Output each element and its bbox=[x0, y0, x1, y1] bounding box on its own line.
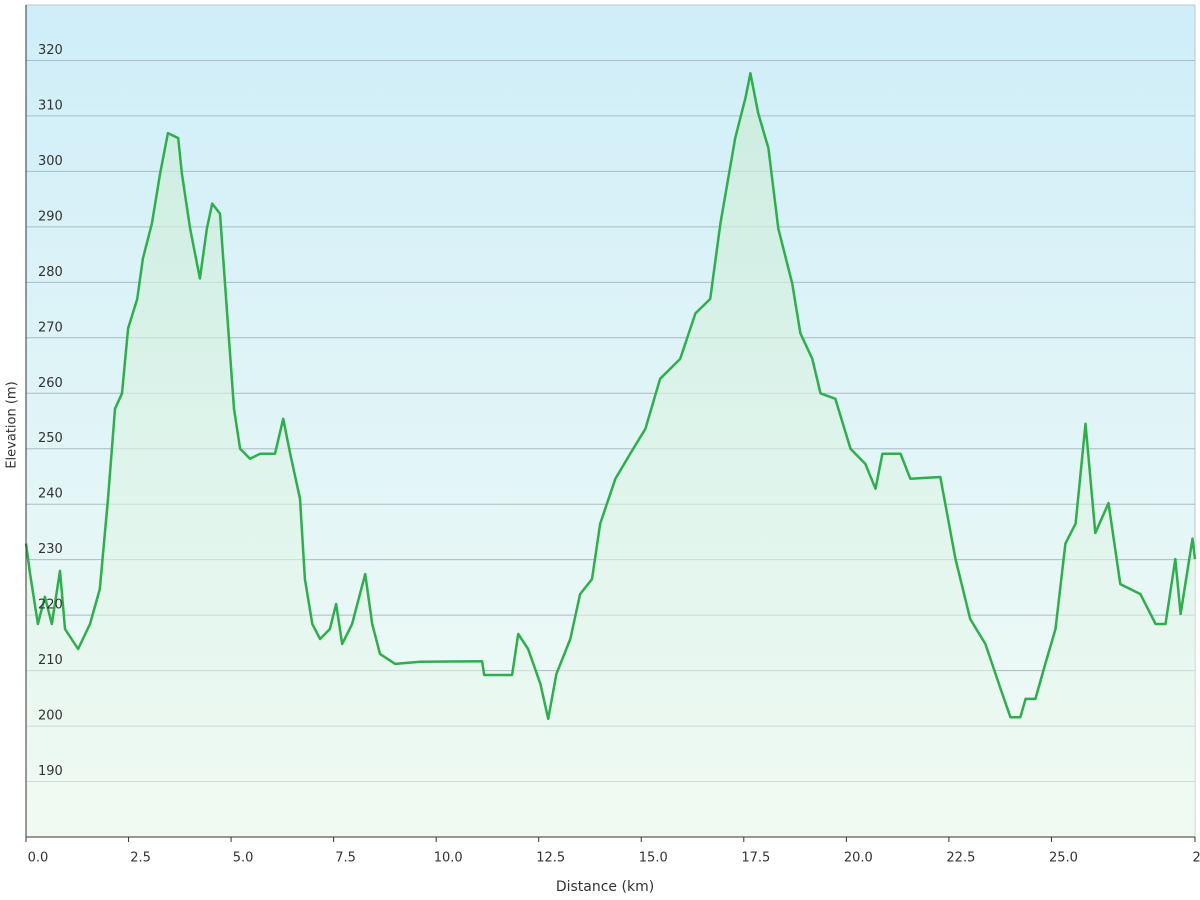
y-tick-label: 290 bbox=[38, 209, 63, 224]
x-tick-label: 0.0 bbox=[28, 851, 49, 866]
x-tick-label: 28.5 bbox=[1193, 851, 1200, 866]
x-tick-label: 15.0 bbox=[639, 851, 668, 866]
x-axis-title: Distance (km) bbox=[556, 879, 654, 895]
y-tick-label: 310 bbox=[38, 98, 63, 113]
y-tick-label: 270 bbox=[38, 320, 63, 335]
x-tick-label: 7.5 bbox=[335, 851, 356, 866]
x-tick-label: 10.0 bbox=[434, 851, 463, 866]
y-tick-label: 280 bbox=[38, 265, 63, 280]
y-tick-label: 320 bbox=[38, 43, 63, 58]
y-tick-label: 240 bbox=[38, 487, 63, 502]
x-tick-label: 25.0 bbox=[1049, 851, 1078, 866]
y-tick-label: 200 bbox=[38, 709, 63, 724]
y-tick-label: 300 bbox=[38, 154, 63, 169]
y-tick-label: 220 bbox=[38, 598, 63, 613]
x-tick-label: 5.0 bbox=[233, 851, 254, 866]
area-fill bbox=[26, 73, 1195, 837]
x-tick-label: 20.0 bbox=[844, 851, 873, 866]
x-tick-label: 22.5 bbox=[946, 851, 975, 866]
x-tick-label: 2.5 bbox=[130, 851, 151, 866]
y-tick-label: 210 bbox=[38, 653, 63, 668]
elevation-line bbox=[24, 71, 1197, 721]
y-axis-title: Elevation (m) bbox=[5, 381, 20, 468]
x-tick-label: 12.5 bbox=[536, 851, 565, 866]
y-tick-label: 230 bbox=[38, 542, 63, 557]
y-tick-label: 250 bbox=[38, 431, 63, 446]
y-tick-label: 260 bbox=[38, 376, 63, 391]
x-tick-label: 17.5 bbox=[741, 851, 770, 866]
y-tick-label: 190 bbox=[38, 764, 63, 779]
